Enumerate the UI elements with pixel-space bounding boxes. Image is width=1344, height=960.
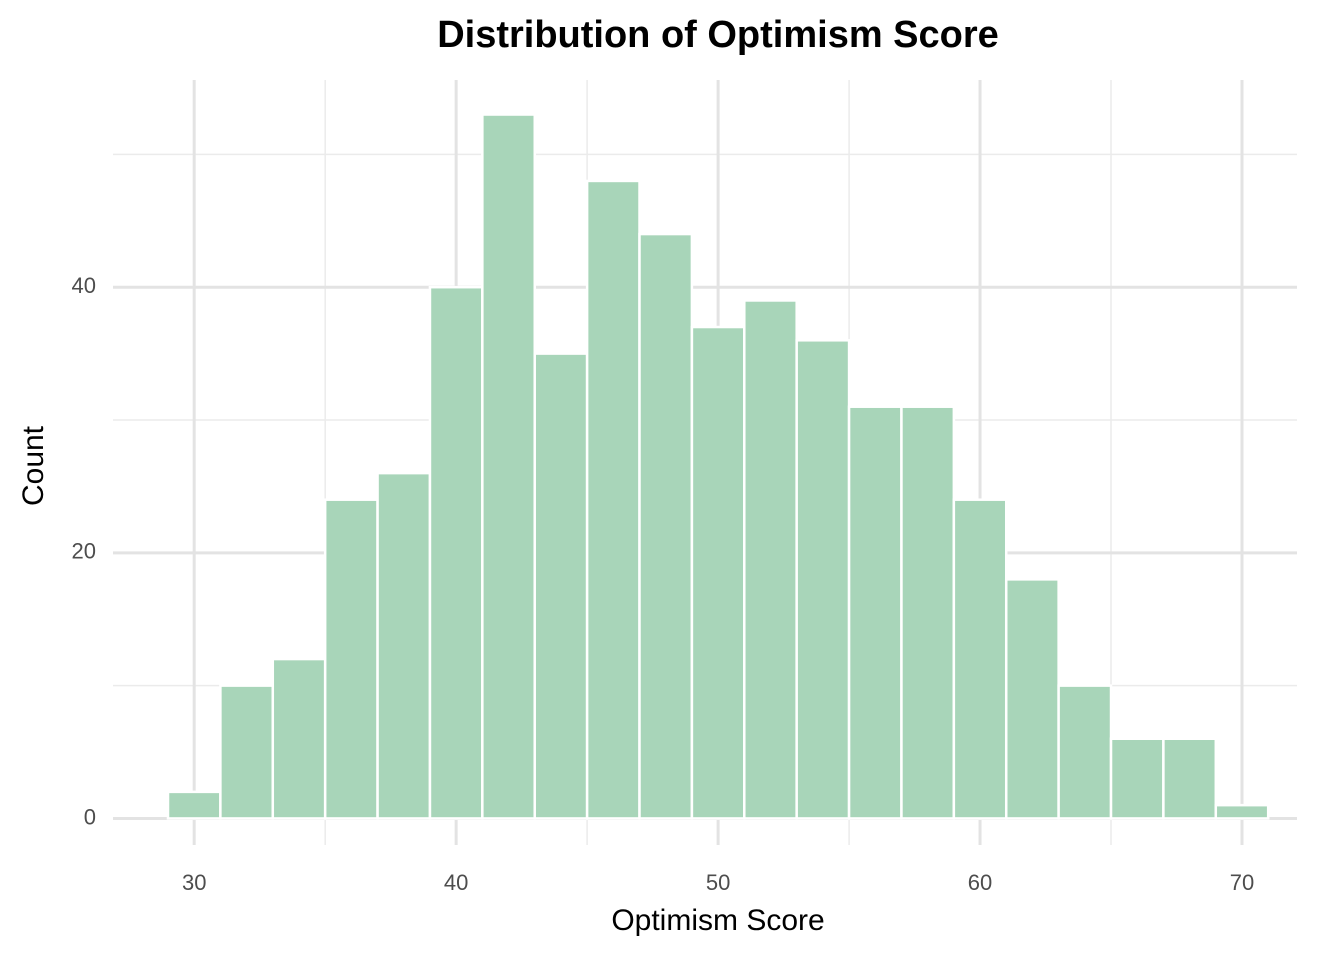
bar <box>323 498 379 820</box>
bar <box>481 113 536 820</box>
bar <box>1109 737 1165 820</box>
y-tick-label: 0 <box>84 804 96 829</box>
bar <box>166 790 222 820</box>
x-tick-label: 60 <box>968 870 992 895</box>
bar <box>1214 803 1270 820</box>
chart-title: Distribution of Optimism Score <box>437 14 999 56</box>
bar <box>638 232 694 820</box>
bar <box>743 299 798 820</box>
bar <box>271 657 327 820</box>
x-tick-label: 40 <box>444 870 468 895</box>
bar <box>900 405 956 820</box>
y-tick-label: 20 <box>72 539 96 564</box>
bar <box>1057 684 1113 820</box>
bar <box>376 471 432 820</box>
bar <box>795 339 851 820</box>
bar <box>585 179 641 820</box>
bar <box>219 684 275 820</box>
bar <box>952 498 1008 820</box>
y-tick-label: 40 <box>72 273 96 298</box>
x-tick-label: 30 <box>182 870 206 895</box>
bar <box>1004 578 1060 820</box>
x-tick-label: 70 <box>1230 870 1254 895</box>
x-tick-label: 50 <box>706 870 730 895</box>
y-axis-title: Count <box>17 425 50 506</box>
bar <box>533 352 589 820</box>
bar <box>1162 737 1218 820</box>
bar <box>690 325 746 820</box>
bar <box>428 285 484 820</box>
x-axis-title: Optimism Score <box>611 904 824 937</box>
bar <box>847 405 903 820</box>
